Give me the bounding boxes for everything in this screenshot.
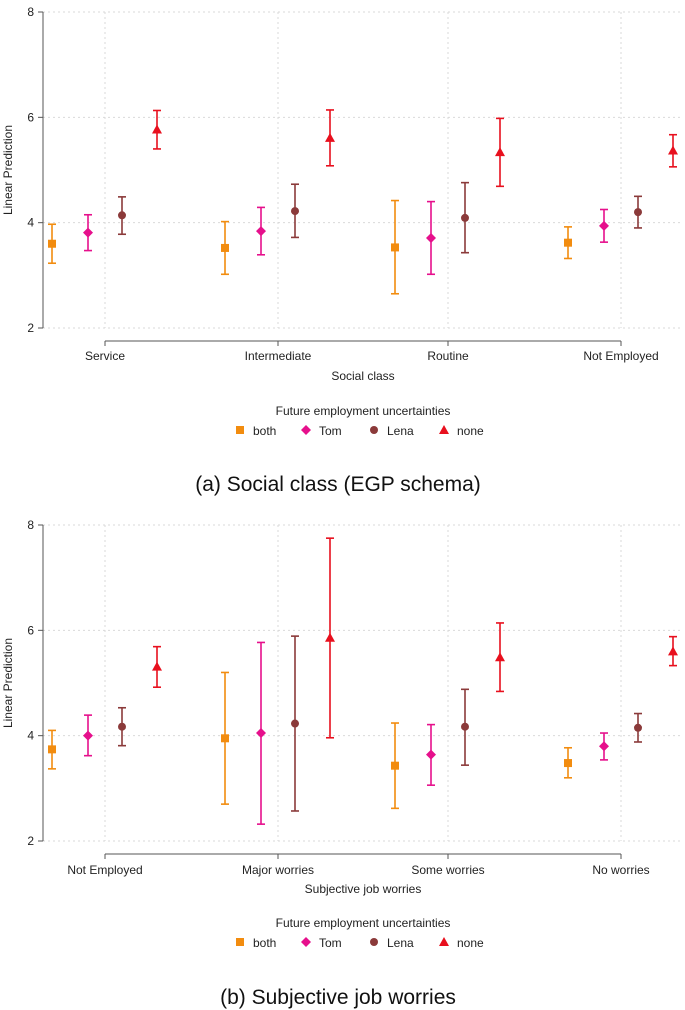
panel-a-social-class: 2 4 6 8 Service Intermediate Routine Not Employ… — [1, 5, 682, 496]
panel-b-ytick-label-2: 2 — [27, 834, 34, 848]
panel-b-point-both-1 — [221, 734, 229, 743]
panel-a-point-none-1 — [325, 132, 335, 142]
panel-b-point-Tom-2 — [426, 749, 436, 760]
panel-a-ytick-label-2: 2 — [27, 321, 34, 335]
panel-a-point-Tom-0 — [83, 227, 93, 238]
panel-b-point-Lena-3 — [634, 723, 642, 732]
panel-a-ytick-label-4: 4 — [27, 216, 34, 230]
panel-b-point-Lena-0 — [118, 722, 126, 731]
panel-a-point-Tom-2 — [426, 232, 436, 243]
panel-a-ytick-label-8: 8 — [27, 5, 34, 19]
panel-b-point-Tom-3 — [599, 741, 609, 752]
panel-b-legend-label-Lena: Lena — [387, 936, 414, 950]
panel-b-point-Tom-0 — [83, 730, 93, 741]
panel-b-ytick-label-6: 6 — [27, 623, 34, 637]
panel-a-point-Lena-3 — [634, 208, 642, 217]
caption-a: (a) Social class (EGP schema) — [195, 473, 481, 496]
panel-b-point-Tom-1 — [256, 728, 266, 739]
panel-b-legend-marker-none — [439, 937, 449, 946]
panel-a-grid — [43, 11, 682, 329]
panel-b-grid — [43, 524, 682, 842]
panel-a-point-Lena-2 — [461, 213, 469, 222]
panel-b-point-none-0 — [152, 661, 162, 671]
panel-a-legend-label-Tom: Tom — [319, 424, 342, 438]
panel-b-point-none-2 — [495, 652, 505, 662]
panel-a-legend-label-none: none — [457, 424, 484, 438]
panel-b-legend-marker-Tom — [301, 937, 311, 947]
panel-a-legend-label-both: both — [253, 424, 276, 438]
panel-a-ylabel: Linear Prediction — [1, 125, 15, 215]
panel-b-ytick-label-8: 8 — [27, 518, 34, 532]
panel-b-legend-title: Future employment uncertainties — [276, 916, 451, 930]
panel-a-xtick-label-2: Routine — [427, 349, 469, 363]
panel-a-point-none-3 — [668, 145, 678, 155]
panel-a-point-Tom-3 — [599, 220, 609, 231]
panel-a-legend-title: Future employment uncertainties — [276, 404, 451, 418]
panel-a-legend-marker-none — [439, 425, 449, 434]
panel-b-legend-label-none: none — [457, 936, 484, 950]
panel-a-point-both-3 — [564, 238, 572, 247]
panel-b-point-both-0 — [48, 745, 56, 754]
panel-a-point-Lena-1 — [291, 207, 299, 216]
panel-a-point-both-0 — [48, 239, 56, 248]
panel-b-ytick-label-4: 4 — [27, 729, 34, 743]
panel-b-marks — [48, 537, 678, 825]
panel-a-axes: 2 4 6 8 Service Intermediate Routine Not Employ… — [27, 5, 658, 363]
panel-b-job-worries: 2 4 6 8 Not Employed Major worries Some worrie… — [1, 518, 682, 1009]
panel-b-xtick-label-2: Some worries — [411, 863, 484, 877]
panel-b-ylabel: Linear Prediction — [1, 638, 15, 728]
panel-a-point-Lena-0 — [118, 211, 126, 220]
panel-a-xtick-label-3: Not Employed — [583, 349, 658, 363]
panel-b-point-both-2 — [391, 761, 399, 770]
panel-a-legend-label-Lena: Lena — [387, 424, 414, 438]
panel-a-point-none-2 — [495, 147, 505, 157]
panel-a-legend-marker-both — [236, 426, 244, 434]
panel-a-point-none-0 — [152, 124, 162, 134]
panel-a-point-both-1 — [221, 243, 229, 252]
panel-b-point-Lena-1 — [291, 719, 299, 728]
panel-b-point-none-3 — [668, 646, 678, 656]
panel-b-point-Lena-2 — [461, 722, 469, 731]
panel-a-xtick-label-1: Intermediate — [245, 349, 312, 363]
panel-b-xtick-label-1: Major worries — [242, 863, 314, 877]
panel-b-xlabel: Subjective job worries — [305, 882, 422, 896]
caption-b: (b) Subjective job worries — [220, 986, 456, 1009]
panel-a-legend-marker-Lena — [370, 426, 378, 434]
panel-b-point-none-1 — [325, 632, 335, 642]
panel-b-legend-label-both: both — [253, 936, 276, 950]
panel-b-legend-marker-both — [236, 938, 244, 946]
panel-a-point-both-2 — [391, 243, 399, 252]
panel-b-legend-marker-Lena — [370, 938, 378, 946]
panel-a-ytick-label-6: 6 — [27, 110, 34, 124]
panel-b-xtick-label-0: Not Employed — [67, 863, 142, 877]
panel-a-xlabel: Social class — [331, 369, 394, 383]
panel-a-legend-marker-Tom — [301, 425, 311, 435]
panel-a-marks — [48, 109, 678, 295]
panel-b-point-both-3 — [564, 759, 572, 768]
panel-b-axes: 2 4 6 8 Not Employed Major worries Some worrie… — [27, 518, 649, 877]
panel-b-legend-label-Tom: Tom — [319, 936, 342, 950]
panel-a-point-Tom-1 — [256, 226, 266, 237]
panel-b-xtick-label-3: No worries — [592, 863, 649, 877]
panel-a-xtick-label-0: Service — [85, 349, 125, 363]
